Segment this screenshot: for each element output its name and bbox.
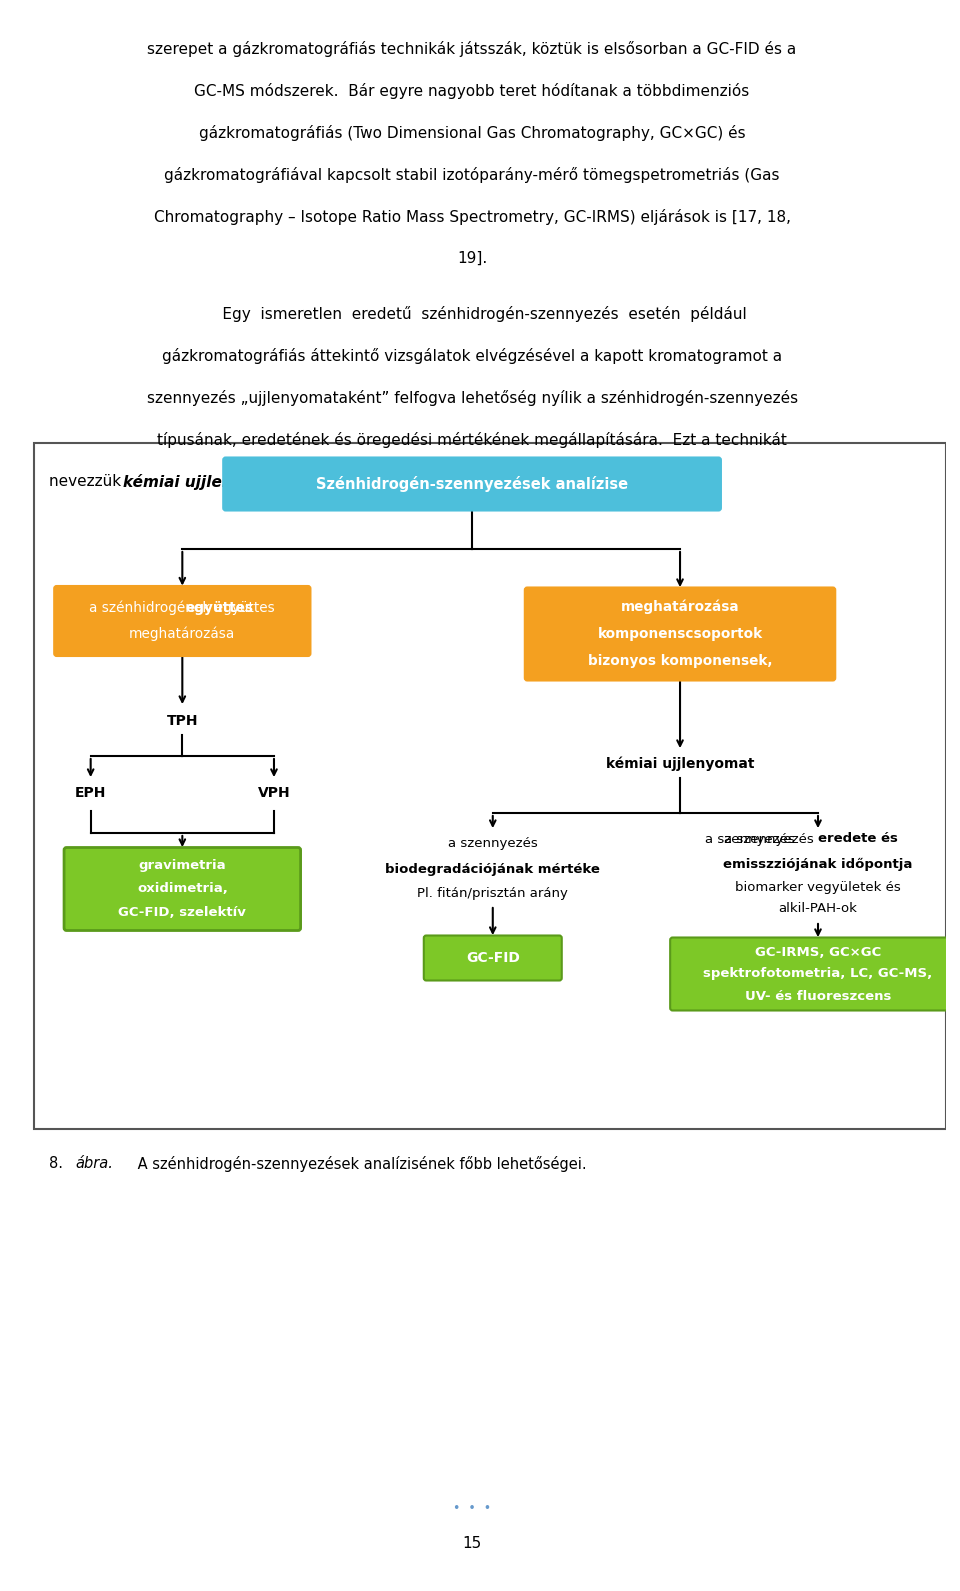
Text: a szénhidrogének együttes: a szénhidrogének együttes: [89, 601, 276, 616]
Text: együttes: együttes: [186, 601, 253, 616]
Text: szerepet a gázkromatográfiás technikák játsszák, köztük is elsősorban a GC-FID é: szerepet a gázkromatográfiás technikák j…: [148, 41, 797, 57]
FancyBboxPatch shape: [525, 587, 835, 681]
Text: meghatározása: meghatározása: [621, 600, 739, 614]
FancyBboxPatch shape: [54, 585, 310, 655]
Text: oxidimetria,: oxidimetria,: [137, 883, 228, 896]
Text: UV- és fluoreszcens: UV- és fluoreszcens: [745, 990, 891, 1002]
Text: Chromatography – Isotope Ratio Mass Spectrometry, GC-IRMS) eljárások is [17, 18,: Chromatography – Isotope Ratio Mass Spec…: [154, 208, 791, 224]
Text: 15: 15: [463, 1535, 482, 1551]
Text: 8.: 8.: [49, 1157, 68, 1171]
Text: alkil-PAH-ok: alkil-PAH-ok: [779, 902, 857, 915]
Text: a szennyezés: a szennyezés: [448, 837, 538, 851]
Text: Egy  ismeretlen  eredetű  szénhidrogén-szennyezés  esetén  például: Egy ismeretlen eredetű szénhidrogén-szen…: [198, 305, 747, 321]
Text: GC-FID: GC-FID: [466, 951, 519, 966]
Text: Szénhidrogén-szennyezések analízise: Szénhidrogén-szennyezések analízise: [316, 476, 628, 492]
Text: spektrofotometria, LC, GC-MS,: spektrofotometria, LC, GC-MS,: [704, 967, 932, 980]
Text: gázkromatográfiás áttekintő vizsgálatok elvégzésével a kapott kromatogramot a: gázkromatográfiás áttekintő vizsgálatok …: [162, 347, 782, 364]
Text: kémiai ujjlenyomat: kémiai ujjlenyomat: [606, 757, 755, 772]
Text: TPH: TPH: [167, 714, 198, 729]
Text: EPH: EPH: [75, 786, 107, 800]
FancyBboxPatch shape: [423, 936, 562, 980]
Text: biodegradációjának mértéke: biodegradációjának mértéke: [385, 862, 600, 875]
Text: 19].: 19].: [457, 251, 488, 266]
Text: eredete és: eredete és: [818, 832, 898, 845]
Text: •  •  •: • • •: [453, 1502, 492, 1516]
Text: a szennyezés: a szennyezés: [724, 832, 818, 845]
Text: GC-IRMS, GC×GC: GC-IRMS, GC×GC: [755, 945, 881, 958]
Text: nevezzük: nevezzük: [49, 474, 127, 488]
Text: típusának, eredetének és öregedési mértékének megállapítására.  Ezt a technikát: típusának, eredetének és öregedési mérté…: [157, 431, 787, 447]
Text: gázkromatográfiás (Two Dimensional Gas Chromatography, GC×GC) és: gázkromatográfiás (Two Dimensional Gas C…: [199, 126, 745, 142]
Text: VPH: VPH: [257, 786, 290, 800]
Text: a szennyezés: a szennyezés: [705, 832, 799, 845]
Text: bizonyos komponensek,: bizonyos komponensek,: [588, 654, 772, 668]
FancyBboxPatch shape: [670, 937, 960, 1010]
Text: gravimetria: gravimetria: [138, 859, 227, 872]
Text: szennyezés „ujjlenyomataként” felfogva lehetőség nyílik a szénhidrogén-szennyezé: szennyezés „ujjlenyomataként” felfogva l…: [147, 390, 798, 406]
Text: A szénhidrogén-szennyezések analízisének főbb lehetőségei.: A szénhidrogén-szennyezések analízisének…: [133, 1157, 587, 1173]
Text: gázkromatográfiával kapcsolt stabil izotóparány-mérő tömegspetrometriás (Gas: gázkromatográfiával kapcsolt stabil izot…: [164, 167, 780, 183]
Text: komponenscsoportok: komponenscsoportok: [597, 627, 762, 641]
Text: GC-MS módszerek.  Bár egyre nagyobb teret hódítanak a többdimenziós: GC-MS módszerek. Bár egyre nagyobb teret…: [195, 83, 750, 99]
Text: GC-FID, szelektív: GC-FID, szelektív: [118, 905, 247, 918]
Text: emisszziójának időpontja: emisszziójának időpontja: [723, 858, 913, 870]
Text: ok módszerének [17].: ok módszerének [17].: [410, 474, 577, 488]
Bar: [35, 442, 947, 1130]
FancyBboxPatch shape: [224, 458, 721, 511]
Text: meghatározása: meghatározása: [130, 627, 235, 641]
Text: biomarker vegyületek és: biomarker vegyületek és: [735, 880, 900, 894]
Text: kémiai ujjlenyomat: kémiai ujjlenyomat: [123, 474, 287, 490]
FancyBboxPatch shape: [64, 848, 300, 931]
Text: Pl. fitán/prisztán arány: Pl. fitán/prisztán arány: [418, 886, 568, 899]
Text: ábra.: ábra.: [76, 1157, 114, 1171]
